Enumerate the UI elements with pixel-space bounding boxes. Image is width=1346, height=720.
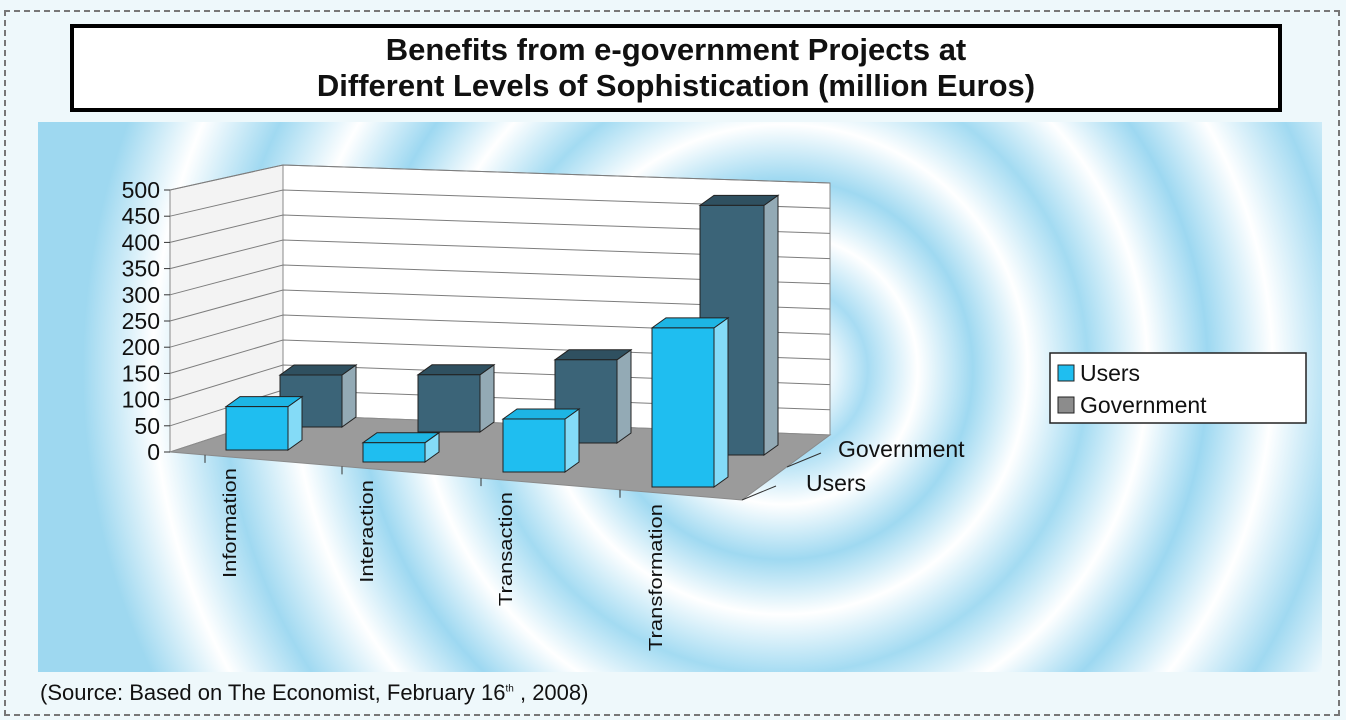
source-note: (Source: Based on The Economist, Februar… (40, 680, 588, 706)
x-category-label: Information (221, 468, 241, 578)
source-superscript: th (505, 683, 514, 695)
bar-government-interaction (417, 374, 481, 433)
y-tick-label: 450 (122, 203, 160, 229)
bar-top-users-interaction (361, 432, 441, 444)
chart-title-line-2: Different Levels of Sophistication (mill… (316, 68, 1036, 103)
bar-top-users-transformation (650, 317, 730, 329)
bar-side-government-transformation (763, 194, 779, 456)
gridline (169, 289, 831, 322)
y-tick-label: 200 (122, 334, 160, 360)
y-tick-label: 350 (122, 256, 160, 282)
y-tick-label: 100 (122, 387, 160, 413)
bar-users-transaction (502, 418, 566, 473)
legend-swatch (1057, 364, 1075, 382)
gridline (169, 264, 831, 296)
legend-label: Users (1080, 360, 1140, 386)
bar-users-interaction (362, 442, 426, 463)
chart-title-box: Benefits from e-government Projects at D… (70, 24, 1282, 112)
legend-label: Government (1080, 392, 1207, 418)
bar-top-users-transaction (501, 408, 581, 420)
bar-side-users-transformation (713, 316, 729, 488)
gridline (169, 339, 831, 374)
gridline (169, 364, 831, 401)
bar-top-government-transaction (553, 349, 633, 361)
x-category-label: Transformation (647, 504, 667, 651)
y-tick-label: 500 (122, 177, 160, 203)
bar-top-government-transformation (698, 194, 780, 206)
bar-side-users-transaction (564, 408, 580, 473)
depth-label-government: Government (838, 436, 965, 462)
gridline (169, 189, 831, 217)
y-tick-label: 250 (122, 308, 160, 334)
gridline (169, 164, 831, 191)
gridline (169, 239, 831, 270)
x-category-label: Interaction (358, 480, 378, 583)
depth-label-users: Users (806, 470, 866, 496)
bar-top-government-information (278, 364, 358, 376)
bar-users-transformation (651, 327, 715, 488)
bar-users-information (225, 406, 289, 451)
y-tick-label: 300 (122, 282, 160, 308)
bar-side-government-information (341, 364, 357, 428)
y-tick-label: 400 (122, 229, 160, 255)
depth-tick (741, 485, 777, 501)
y-tick-label: 50 (134, 413, 160, 439)
depth-tick (786, 452, 822, 468)
bar-side-government-interaction (479, 363, 495, 433)
bar-side-government-transaction (616, 348, 632, 444)
gridline (169, 214, 831, 243)
gridline (169, 314, 831, 348)
legend-box (1049, 352, 1307, 424)
chart-title-line-1: Benefits from e-government Projects at (385, 32, 967, 67)
bar-top-government-interaction (416, 364, 496, 376)
y-tick-label: 150 (122, 360, 160, 386)
legend-swatch (1057, 396, 1075, 414)
bar-top-users-information (224, 396, 304, 408)
x-category-label: Transaction (497, 492, 517, 606)
source-tail: , 2008) (513, 680, 589, 705)
y-tick-label: 0 (147, 439, 160, 465)
source-text: (Source: Based on The Economist, Februar… (40, 680, 506, 705)
